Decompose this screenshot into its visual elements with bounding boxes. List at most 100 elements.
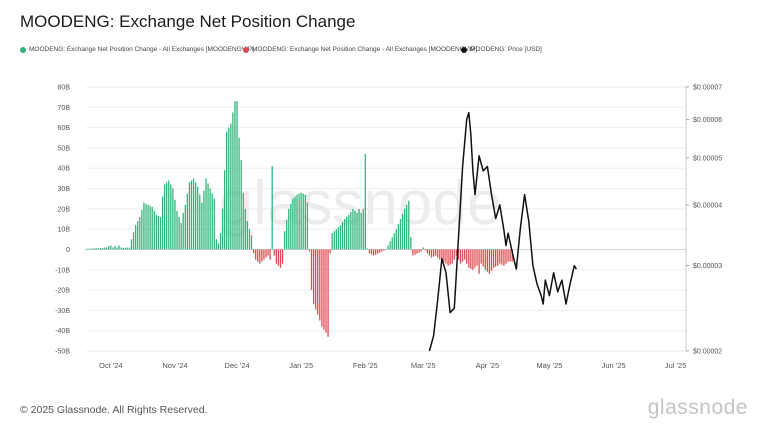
bar [87,248,89,250]
bar [453,249,455,260]
bar [492,249,495,268]
bar [470,249,472,269]
bar [230,123,232,250]
bar [221,208,224,250]
bar [381,249,383,252]
bar [304,194,306,250]
grid-lines [86,86,686,352]
bar [420,249,422,252]
bar [387,245,389,250]
bar [153,210,155,250]
bar [466,249,468,264]
bar [379,249,381,253]
bar [130,239,133,250]
bar [217,243,220,250]
bar [511,249,513,262]
bar [178,216,180,250]
bar [122,247,124,250]
bar [393,233,395,250]
bar [501,249,503,265]
bar [174,199,176,250]
bar [432,249,435,257]
bar [298,193,300,250]
bar [364,154,366,250]
legend-item-outflow[interactable]: MOODENG: Exchange Net Position Change - … [243,46,477,53]
bar [368,249,371,254]
bar [443,249,445,262]
legend-item-inflow[interactable]: MOODENG: Exchange Net Position Change - … [20,46,254,53]
bar [317,249,319,315]
bar [335,229,337,250]
bar-series [85,101,513,337]
bar [232,112,234,250]
y-right-tick-label: $0.00003 [693,263,722,270]
bar [455,249,457,256]
bar [236,101,238,250]
bar [275,249,277,264]
bar [213,198,215,250]
bar [132,232,135,250]
bar [180,223,182,250]
bar [323,249,325,330]
bar [375,249,377,255]
y-left-tick-label: -30B [55,308,70,315]
bar [290,203,292,250]
bar [354,210,356,250]
x-tick-label: Oct '24 [99,361,123,370]
bar [182,212,184,250]
bar [296,194,298,250]
bar [435,249,437,256]
bar [478,249,480,274]
bar [503,249,505,266]
bar [137,221,139,250]
bar [103,247,106,250]
bar [333,231,335,250]
bar [480,249,482,264]
x-tick-label: Mar '25 [411,361,436,370]
bar [325,249,327,333]
x-axis: Oct '24 Nov '24 Dec '24 Jan '25 Feb '25 Mar '… [99,361,686,370]
y-left-tick-label: 0 [66,247,70,254]
bar [207,183,209,250]
bar [310,249,313,291]
bar [348,214,350,250]
bar [163,184,166,250]
bar [277,249,280,266]
y-right-tick-label: $0.00004 [693,202,722,209]
y-left-tick-label: 60B [58,125,71,132]
left-axis: -50B -40B -30B -20B -10B 0 10B 20B 30B 40B 50B 60B 7… [55,85,70,356]
bar [294,196,296,250]
bar [197,186,199,250]
bar [205,178,207,250]
bar [490,249,493,271]
bar [352,208,354,250]
watermark: glassnode [219,169,502,238]
bar [255,249,257,260]
bar [486,249,489,272]
bar [201,202,203,250]
bar [428,249,431,256]
bar [315,249,317,310]
bar [437,249,439,258]
bar [93,248,95,250]
bar [190,180,193,250]
bar [461,249,464,262]
legend-item-price[interactable]: MOODENG: Price [USD] [461,46,542,53]
bar [145,203,147,250]
bar [439,249,441,260]
bar [166,182,168,250]
bar [441,249,443,261]
bar [497,249,499,266]
y-right-tick-label: $0.00005 [693,155,722,162]
bar [292,198,294,250]
bar [306,202,309,250]
bar [219,233,222,250]
legend-label-inflow: MOODENG: Exchange Net Position Change - … [29,46,255,53]
bar [161,196,164,250]
bar [418,249,420,253]
bar [265,249,267,258]
bar [391,237,393,250]
bar [286,220,288,250]
bar [389,241,391,250]
bar [445,249,447,264]
